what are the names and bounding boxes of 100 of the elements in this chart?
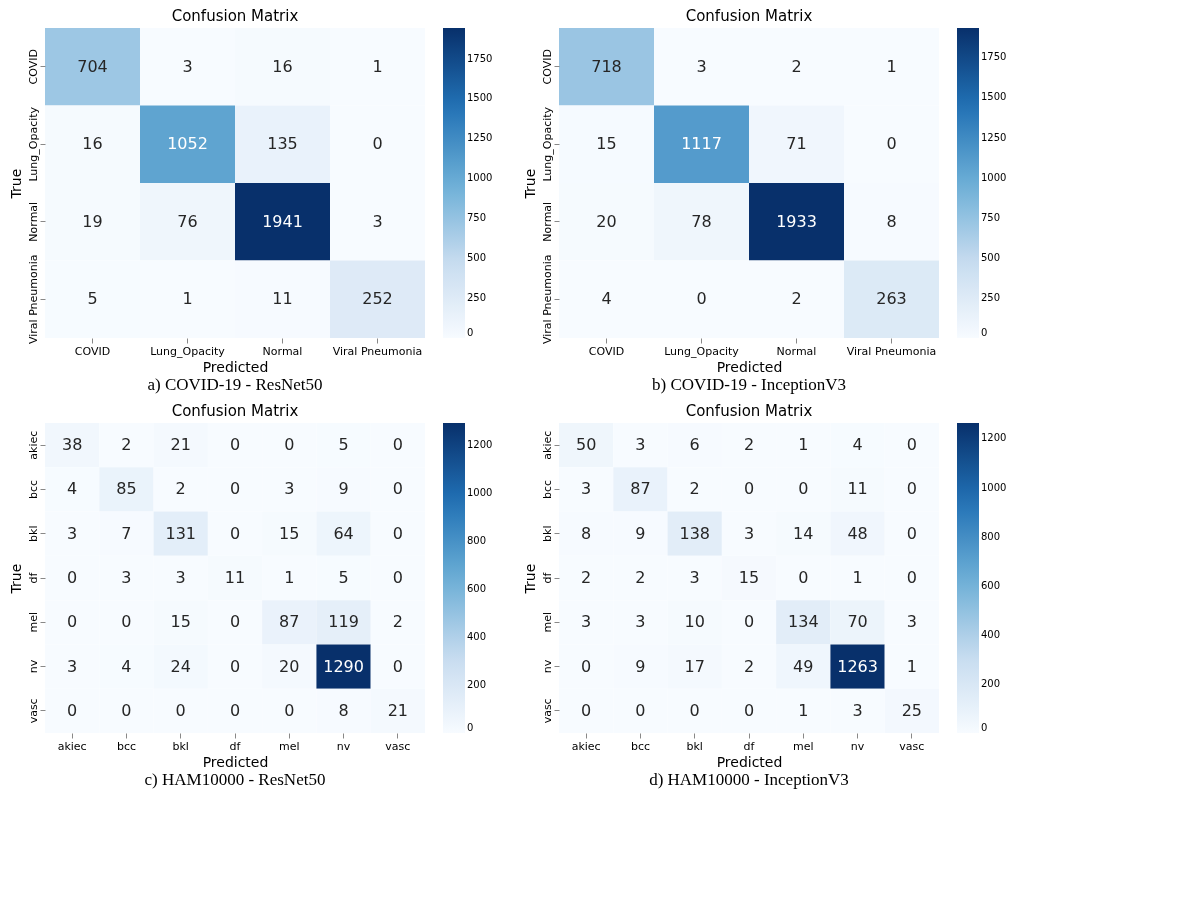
y-tick-label: bkl bbox=[26, 525, 40, 542]
data-label: 263 bbox=[876, 289, 907, 309]
data-label: 87 bbox=[630, 479, 651, 499]
color-bar-label: 0 bbox=[981, 327, 988, 338]
y-axis-title: True bbox=[7, 563, 24, 595]
data-label: 0 bbox=[229, 700, 241, 720]
data-label: 38 bbox=[61, 435, 83, 455]
data-label: 70 bbox=[847, 612, 868, 632]
x-tick-label: akiec bbox=[571, 739, 601, 753]
x-tick-label: nv bbox=[336, 739, 351, 753]
data-label: 1 bbox=[886, 56, 897, 76]
data-label: 15 bbox=[596, 134, 617, 154]
color-bar-label: 250 bbox=[981, 291, 1001, 303]
color-bar-label: 1250 bbox=[981, 131, 1007, 143]
data-label: 14 bbox=[793, 523, 814, 543]
data-label: 4 bbox=[67, 479, 78, 499]
data-label: 2 bbox=[175, 479, 186, 499]
data-label: 11 bbox=[224, 568, 246, 587]
data-label: 16 bbox=[272, 56, 293, 76]
data-label: 5 bbox=[338, 435, 349, 455]
x-tick-label: df bbox=[743, 739, 756, 753]
x-tick-label: COVID bbox=[588, 344, 625, 358]
data-label: 3 bbox=[852, 700, 863, 720]
data-label: 5 bbox=[338, 568, 349, 587]
data-label: 3 bbox=[743, 523, 755, 543]
data-label: 1263 bbox=[837, 656, 878, 676]
data-label: 138 bbox=[679, 523, 710, 543]
data-label: 25 bbox=[901, 700, 923, 720]
data-label: 0 bbox=[798, 568, 809, 587]
color-bar-label: 0 bbox=[981, 722, 988, 733]
data-label: 718 bbox=[591, 56, 622, 76]
data-label: 3 bbox=[906, 612, 917, 632]
data-label: 15 bbox=[279, 523, 300, 543]
data-label: 1 bbox=[798, 435, 809, 455]
x-axis-title: Predicted bbox=[202, 753, 269, 770]
data-label: 20 bbox=[279, 656, 300, 676]
y-tick-label: bkl bbox=[540, 525, 554, 542]
data-label: 131 bbox=[165, 523, 196, 543]
color-bar-label: 1500 bbox=[981, 91, 1007, 103]
data-label: 0 bbox=[121, 700, 132, 720]
data-label: 3 bbox=[696, 56, 707, 76]
data-label: 9 bbox=[635, 656, 646, 676]
y-tick-label: Normal bbox=[26, 201, 40, 242]
data-label: 0 bbox=[284, 700, 295, 720]
x-axis-title: Predicted bbox=[716, 753, 783, 770]
data-label: 3 bbox=[581, 479, 592, 499]
data-label: 21 bbox=[170, 435, 191, 455]
data-label: 0 bbox=[229, 656, 241, 676]
data-label: 0 bbox=[284, 435, 295, 455]
color-bar-label: 750 bbox=[467, 212, 487, 224]
data-label: 21 bbox=[387, 700, 409, 720]
data-label: 49 bbox=[793, 656, 814, 676]
data-label: 2 bbox=[743, 656, 755, 676]
data-label: 17 bbox=[684, 656, 705, 676]
data-label: 0 bbox=[392, 656, 403, 676]
data-label: 0 bbox=[906, 479, 917, 499]
y-tick-label: nv bbox=[26, 659, 40, 674]
data-label: 0 bbox=[798, 479, 809, 499]
y-tick-label: Lung_Opacity bbox=[26, 106, 40, 182]
color-bar-label: 0 bbox=[467, 327, 474, 338]
text: a) COVID-19 - ResNet50 bbox=[147, 375, 323, 394]
data-label: 2 bbox=[791, 289, 802, 309]
x-tick-label: df bbox=[229, 739, 242, 753]
x-tick-label: bcc bbox=[116, 739, 136, 753]
data-label: 3 bbox=[121, 568, 132, 587]
data-label: 11 bbox=[847, 479, 868, 499]
data-label: 7 bbox=[121, 523, 132, 543]
data-label: 704 bbox=[77, 56, 108, 76]
data-label: 4 bbox=[121, 656, 132, 676]
data-label: 0 bbox=[886, 134, 897, 154]
data-label: 85 bbox=[116, 479, 137, 499]
data-label: 1117 bbox=[681, 134, 722, 154]
data-label: 134 bbox=[788, 612, 819, 632]
data-label: 76 bbox=[177, 211, 198, 231]
data-label: 2 bbox=[581, 568, 592, 587]
x-tick-label: COVID bbox=[74, 344, 111, 358]
y-tick-label: COVID bbox=[540, 49, 554, 85]
y-tick-label: mel bbox=[540, 612, 554, 633]
data-label: 20 bbox=[596, 211, 617, 231]
data-label: 0 bbox=[689, 700, 700, 720]
color-bar-label: 800 bbox=[467, 534, 487, 546]
data-label: 1 bbox=[798, 700, 809, 720]
x-tick-label: akiec bbox=[57, 739, 87, 753]
data-label: 3 bbox=[635, 612, 646, 632]
data-label: 0 bbox=[67, 700, 78, 720]
data-label: 3 bbox=[175, 568, 186, 587]
data-label: 5 bbox=[87, 289, 98, 309]
y-axis-title: True bbox=[7, 168, 24, 200]
x-tick-label: vasc bbox=[899, 739, 925, 753]
data-label: 3 bbox=[689, 568, 700, 587]
data-label: 0 bbox=[635, 700, 646, 720]
color-bar-label: 0 bbox=[467, 722, 474, 733]
color-bar-label: 600 bbox=[467, 582, 487, 594]
data-label: 3 bbox=[67, 523, 78, 543]
y-tick-label: akiec bbox=[26, 430, 40, 460]
x-tick-label: bkl bbox=[172, 739, 189, 753]
x-tick-label: vasc bbox=[385, 739, 411, 753]
data-label: 0 bbox=[121, 612, 132, 632]
data-label: 2 bbox=[121, 435, 132, 455]
data-label: 1052 bbox=[167, 134, 208, 154]
